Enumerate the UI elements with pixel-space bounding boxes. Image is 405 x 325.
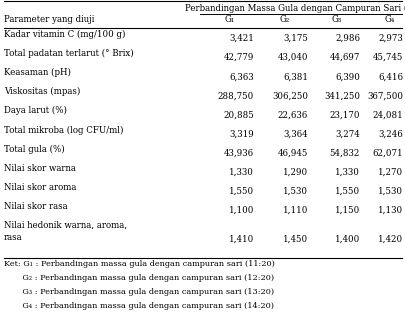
Text: 45,745: 45,745 xyxy=(372,53,402,62)
Text: 1,100: 1,100 xyxy=(228,206,254,215)
Text: 3,246: 3,246 xyxy=(377,129,402,138)
Text: Viskositas (mpas): Viskositas (mpas) xyxy=(4,87,80,97)
Text: Nilai hedonik warna, aroma,
rasa: Nilai hedonik warna, aroma, rasa xyxy=(4,221,127,241)
Text: 1,270: 1,270 xyxy=(377,168,402,176)
Text: G₄ : Perbandingan massa gula dengan campuran sari (14:20): G₄ : Perbandingan massa gula dengan camp… xyxy=(4,302,273,310)
Text: Perbandingan Massa Gula dengan Campuran Sari (G): Perbandingan Massa Gula dengan Campuran … xyxy=(184,4,405,13)
Text: Nilai skor rasa: Nilai skor rasa xyxy=(4,202,68,211)
Text: 3,364: 3,364 xyxy=(283,129,307,138)
Text: 3,274: 3,274 xyxy=(335,129,359,138)
Text: 22,636: 22,636 xyxy=(277,111,307,119)
Text: G₂: G₂ xyxy=(279,15,290,24)
Text: 306,250: 306,250 xyxy=(271,91,307,100)
Text: 1,530: 1,530 xyxy=(377,187,402,196)
Text: 3,319: 3,319 xyxy=(229,129,254,138)
Text: 43,040: 43,040 xyxy=(277,53,307,62)
Text: 1,530: 1,530 xyxy=(282,187,307,196)
Text: 54,832: 54,832 xyxy=(329,149,359,158)
Text: 43,936: 43,936 xyxy=(223,149,254,158)
Text: 367,500: 367,500 xyxy=(366,91,402,100)
Text: 6,381: 6,381 xyxy=(282,72,307,81)
Text: 46,945: 46,945 xyxy=(277,149,307,158)
Text: 1,410: 1,410 xyxy=(228,234,254,243)
Text: 1,400: 1,400 xyxy=(334,234,359,243)
Text: 2,986: 2,986 xyxy=(334,34,359,43)
Text: 341,250: 341,250 xyxy=(323,91,359,100)
Text: Ket: G₁ : Perbandingan massa gula dengan campuran sari (11:20): Ket: G₁ : Perbandingan massa gula dengan… xyxy=(4,260,274,268)
Text: 23,170: 23,170 xyxy=(329,111,359,119)
Text: G₁: G₁ xyxy=(224,15,234,24)
Text: 3,421: 3,421 xyxy=(228,34,254,43)
Text: 1,330: 1,330 xyxy=(228,168,254,176)
Text: G₄: G₄ xyxy=(384,15,394,24)
Text: Total padatan terlarut (° Brix): Total padatan terlarut (° Brix) xyxy=(4,49,133,58)
Text: 62,071: 62,071 xyxy=(371,149,402,158)
Text: Nilai skor warna: Nilai skor warna xyxy=(4,163,76,173)
Text: 1,550: 1,550 xyxy=(228,187,254,196)
Text: 1,450: 1,450 xyxy=(282,234,307,243)
Text: 24,081: 24,081 xyxy=(371,111,402,119)
Text: G₂ : Perbandingan massa gula dengan campuran sari (12:20): G₂ : Perbandingan massa gula dengan camp… xyxy=(4,274,273,282)
Text: 6,363: 6,363 xyxy=(229,72,254,81)
Text: 1,290: 1,290 xyxy=(282,168,307,176)
Text: 288,750: 288,750 xyxy=(217,91,254,100)
Text: Parameter yang diuji: Parameter yang diuji xyxy=(4,15,94,24)
Text: 1,110: 1,110 xyxy=(282,206,307,215)
Text: 1,330: 1,330 xyxy=(334,168,359,176)
Text: 1,150: 1,150 xyxy=(334,206,359,215)
Text: Total mikroba (log CFU/ml): Total mikroba (log CFU/ml) xyxy=(4,125,123,135)
Text: 1,420: 1,420 xyxy=(377,234,402,243)
Text: Keasaman (pH): Keasaman (pH) xyxy=(4,68,71,77)
Text: 1,550: 1,550 xyxy=(334,187,359,196)
Text: G₃ : Perbandingan massa gula dengan campuran sari (13:20): G₃ : Perbandingan massa gula dengan camp… xyxy=(4,288,273,296)
Text: Daya larut (%): Daya larut (%) xyxy=(4,106,67,115)
Text: 3,175: 3,175 xyxy=(282,34,307,43)
Text: 1,130: 1,130 xyxy=(377,206,402,215)
Text: 20,885: 20,885 xyxy=(223,111,254,119)
Text: Total gula (%): Total gula (%) xyxy=(4,145,64,154)
Text: 6,416: 6,416 xyxy=(377,72,402,81)
Text: 44,697: 44,697 xyxy=(329,53,359,62)
Text: Nilai skor aroma: Nilai skor aroma xyxy=(4,183,76,192)
Text: 2,973: 2,973 xyxy=(377,34,402,43)
Text: Kadar vitamin C (mg/100 g): Kadar vitamin C (mg/100 g) xyxy=(4,30,125,39)
Text: 6,390: 6,390 xyxy=(334,72,359,81)
Text: G₃: G₃ xyxy=(331,15,341,24)
Text: 42,779: 42,779 xyxy=(223,53,254,62)
